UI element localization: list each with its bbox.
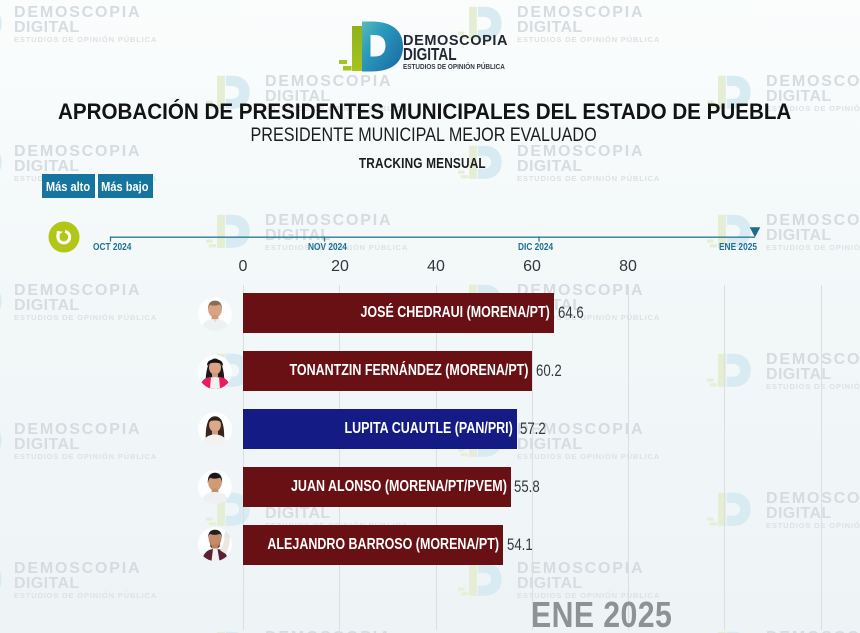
- svg-text:DEMOSCOPIA: DEMOSCOPIA: [403, 33, 507, 49]
- svg-text:DIGITAL: DIGITAL: [403, 46, 457, 65]
- svg-text:ESTUDIOS DE OPINIÓN PÚBLICA: ESTUDIOS DE OPINIÓN PÚBLICA: [403, 61, 505, 71]
